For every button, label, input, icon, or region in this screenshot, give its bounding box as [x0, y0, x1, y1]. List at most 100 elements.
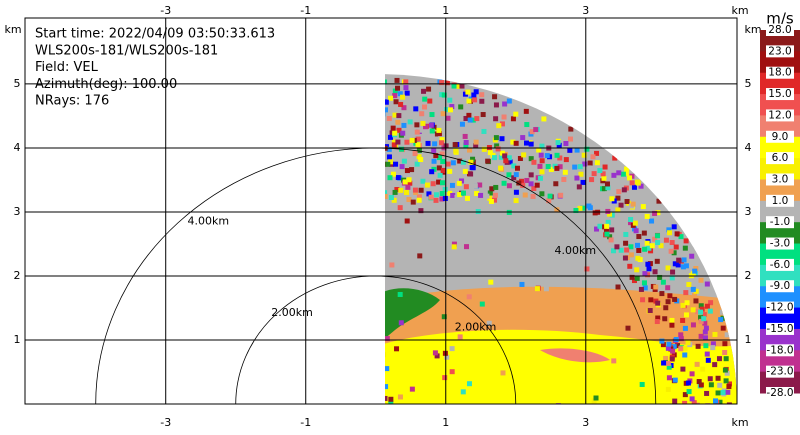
speckle-cell [436, 127, 442, 133]
range-ring [95, 147, 657, 405]
speckle-cell [683, 312, 689, 318]
speckle-cell [557, 155, 563, 161]
speckle-cell [631, 278, 637, 284]
speckle-cell [616, 229, 622, 235]
speckle-cell [385, 79, 387, 85]
speckle-cell [487, 150, 493, 156]
speckle-cell [433, 131, 439, 137]
speckle-cell [385, 107, 388, 113]
speckle-cell [466, 112, 472, 118]
speckle-cell [556, 142, 562, 148]
speckle-cell [510, 116, 516, 122]
speckle-cell [726, 381, 732, 387]
speckle-cell [702, 335, 708, 341]
colorbar-label-box [766, 216, 794, 229]
speckle-cell [672, 398, 678, 404]
y-tick-label: 2 [14, 269, 21, 282]
speckle-cell [387, 134, 393, 140]
speckle-cell [574, 147, 580, 153]
speckle-cell [634, 275, 640, 281]
speckle-cell [427, 98, 433, 104]
speckle-cell [703, 325, 709, 331]
speckle-cell [436, 179, 442, 185]
speckle-cell [546, 198, 552, 204]
speckle-cell [412, 171, 418, 177]
speckle-cell [420, 120, 426, 126]
speckle-cell [401, 158, 407, 164]
speckle-cell [539, 158, 545, 164]
speckle-cell [657, 274, 663, 280]
speckle-cell [635, 180, 641, 186]
speckle-cell [388, 194, 394, 200]
speckle-cell [459, 121, 465, 127]
speckle-cell [722, 367, 728, 373]
speckle-cell [652, 236, 658, 242]
speckle-cell [420, 178, 426, 184]
speckle-cell [671, 224, 677, 230]
speckle-cell [511, 175, 517, 181]
speckle-cell [696, 379, 702, 385]
y-tick-label: 5 [14, 77, 21, 90]
colorbar-label-box [766, 365, 794, 378]
speckle-cell [678, 346, 684, 352]
speckle-cell [634, 242, 640, 248]
speckle-cell [431, 147, 437, 153]
speckle-cell [625, 325, 631, 331]
speckle-cell [663, 237, 669, 243]
speckle-cell [445, 115, 451, 121]
speckle-cell [501, 114, 507, 120]
speckle-cell [656, 198, 662, 204]
info-box: Start time: 2022/04/09 03:50:33.613WLS20… [35, 27, 275, 109]
speckle-cell [479, 98, 485, 104]
speckle-cell [488, 199, 494, 205]
speckle-cell [607, 211, 613, 217]
colorbar-label-box [766, 301, 794, 314]
speckle-cell [506, 172, 512, 178]
speckle-cell [655, 233, 661, 239]
speckle-cell [580, 205, 586, 211]
speckle-cell [689, 371, 695, 377]
speckle-cell [627, 175, 633, 181]
speckle-cell [623, 231, 629, 237]
speckle-cell [602, 341, 608, 347]
speckle-cell [473, 89, 479, 95]
speckle-cell [708, 382, 714, 388]
speckle-cell [377, 180, 382, 185]
speckle-cell [451, 244, 457, 250]
speckle-cell [615, 207, 621, 213]
colorbar-label-box [766, 130, 794, 143]
speckle-cell [421, 88, 427, 94]
speckle-cell [389, 130, 395, 136]
speckle-cell [568, 126, 574, 132]
speckle-cell [674, 231, 680, 237]
speckle-cell [492, 192, 498, 198]
speckle-cell [463, 184, 469, 190]
speckle-cell [541, 116, 547, 122]
speckle-cell [407, 180, 413, 186]
speckle-cell [498, 165, 504, 171]
speckle-cell [645, 261, 651, 267]
speckle-cell [528, 181, 534, 187]
speckle-cell [646, 266, 652, 272]
speckle-cell [502, 153, 508, 159]
speckle-cell [442, 186, 448, 192]
speckle-cell [698, 318, 704, 324]
speckle-cell [669, 356, 675, 362]
speckle-cell [590, 154, 596, 160]
speckle-cell [576, 184, 582, 190]
speckle-cell [486, 320, 492, 326]
y-tick-label: 1 [14, 333, 21, 346]
speckle-cell [528, 141, 534, 147]
speckle-cell [554, 165, 560, 171]
speckle-cell [537, 163, 543, 169]
colorbar-label-box [766, 258, 794, 271]
speckle-cell [605, 219, 611, 225]
speckle-cell [385, 99, 389, 105]
speckle-cell [710, 345, 716, 351]
speckle-cell [631, 184, 637, 190]
speckle-cell [440, 159, 446, 165]
speckle-cell [432, 141, 438, 147]
speckle-cell [669, 317, 675, 323]
echo-green [385, 288, 440, 340]
speckle-cell [683, 290, 689, 296]
